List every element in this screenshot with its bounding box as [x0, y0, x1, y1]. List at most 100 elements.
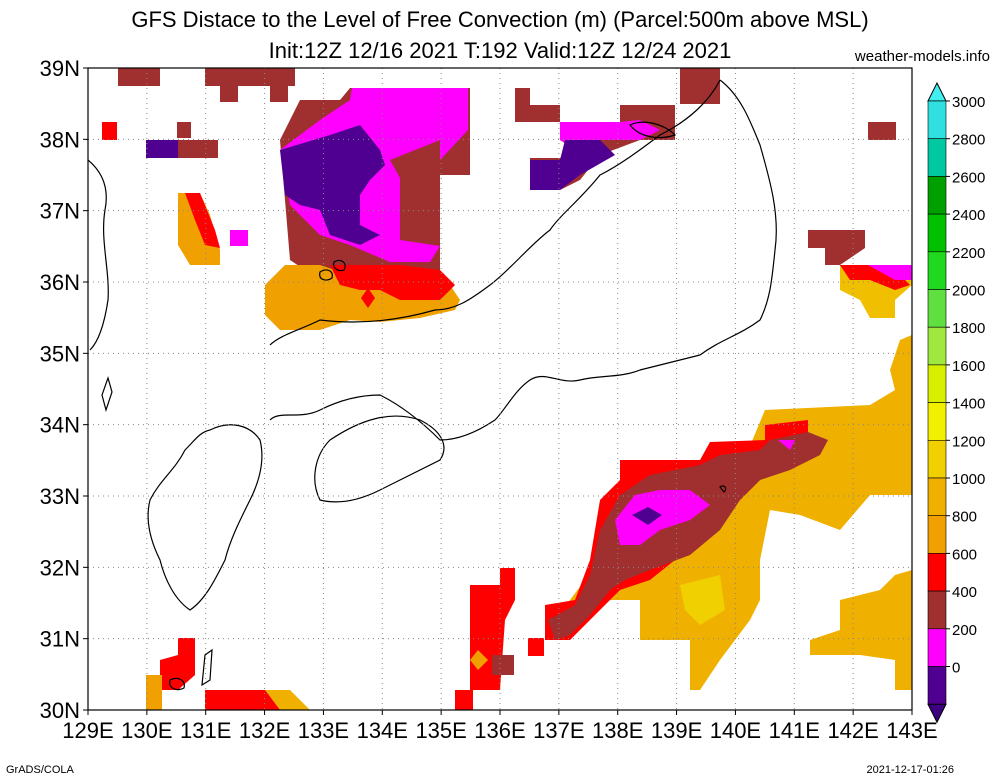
colorbar-label: 2000 — [952, 283, 985, 300]
colorbar-label: 200 — [952, 622, 977, 639]
colorbar-bottom-arrow — [927, 703, 947, 724]
lon-tick-label: 135E — [415, 718, 466, 743]
coast-honshu-south — [269, 354, 701, 441]
field-orange-sw — [146, 675, 162, 710]
field-magenta-south — [615, 490, 710, 545]
field-brown-s1 — [492, 655, 514, 675]
field-red-sw2 — [205, 690, 280, 710]
colorbar-swatch — [927, 628, 947, 667]
colorbar-swatch — [927, 100, 947, 140]
coast-yakushima — [169, 677, 185, 691]
field-brown-inner — [390, 140, 440, 178]
lat-tick-label: 34N — [40, 413, 80, 438]
colorbar-label: 0 — [952, 660, 960, 677]
field-magenta-east — [868, 265, 912, 280]
field-red-sw — [160, 638, 195, 690]
coast-kyushu — [147, 424, 263, 611]
field-red-diamond — [361, 288, 375, 308]
lat-tick-label: 36N — [40, 270, 80, 295]
field-purple-noto — [530, 140, 615, 190]
field-red-north — [330, 265, 455, 300]
lon-tick-label: 139E — [651, 718, 702, 743]
colorbar-swatch — [927, 477, 947, 517]
colorbar-label: 2800 — [952, 132, 985, 149]
field-brown-top4 — [270, 86, 288, 102]
lfc-field — [102, 68, 912, 710]
colorbar-swatch — [927, 364, 947, 403]
lat-tick-label: 32N — [40, 555, 80, 580]
map-grid — [88, 68, 912, 710]
colorbar-label: 3000 — [952, 94, 985, 111]
lon-tick-label: 133E — [298, 718, 349, 743]
field-brown-ne2 — [868, 122, 896, 140]
field-magenta-nw — [230, 230, 248, 246]
colorbar-label: 600 — [952, 546, 977, 563]
lat-tick-label: 39N — [40, 56, 80, 81]
coast-oki — [319, 269, 333, 281]
colorbar-label: 2600 — [952, 169, 985, 186]
field-purple-north — [280, 125, 385, 245]
field-purple-south — [632, 507, 662, 525]
coast-izu1 — [719, 485, 727, 493]
field-brown-east — [808, 230, 865, 265]
map-title: GFS Distace to the Level of Free Convect… — [131, 7, 869, 32]
colorbar-label: 1200 — [952, 433, 985, 450]
field-orange-se — [810, 570, 912, 690]
footer-timestamp: 2021-12-17-01:26 — [866, 764, 954, 776]
colorbar-swatch — [927, 251, 947, 290]
colorbar: 3000280026002400220020001800160014001200… — [927, 81, 985, 724]
field-orange-s1 — [470, 650, 488, 670]
footer-software: GrADS/COLA — [6, 764, 74, 776]
colorbar-label: 400 — [952, 584, 977, 601]
map-subtitle: Init:12Z 12/16 2021 T:192 Valid:12Z 12/2… — [268, 38, 732, 63]
lon-tick-label: 142E — [827, 718, 878, 743]
colorbar-swatch — [927, 590, 947, 630]
lon-tick-label: 138E — [592, 718, 643, 743]
field-brown-top — [118, 68, 160, 86]
colorbar-swatch — [927, 138, 947, 177]
lon-axis-labels: 129E 130E 131E 132E 133E 134E 135E 136E 137E 138E… — [62, 710, 938, 743]
field-brown-top3 — [220, 86, 238, 102]
colorbar-label: 1400 — [952, 396, 985, 413]
colorbar-label: 2400 — [952, 207, 985, 224]
colorbar-swatch — [927, 289, 947, 328]
lon-tick-label: 129E — [62, 718, 113, 743]
colorbar-label: 1000 — [952, 471, 985, 488]
lat-tick-label: 31N — [40, 627, 80, 652]
field-brown-nw2 — [177, 122, 191, 138]
colorbar-top-arrow — [927, 81, 947, 102]
coast-tanegashima — [201, 648, 213, 687]
coast-honshu-north — [269, 79, 721, 346]
lat-tick-label: 33N — [40, 484, 80, 509]
lat-tick-label: 30N — [40, 698, 80, 723]
lon-tick-label: 137E — [533, 718, 584, 743]
lon-tick-label: 134E — [357, 718, 408, 743]
field-purple-nw — [146, 140, 178, 158]
coast-sado — [629, 121, 677, 139]
coast-tsushima — [101, 376, 113, 413]
field-magenta-east2 — [778, 440, 795, 450]
lon-tick-label: 136E — [474, 718, 525, 743]
lat-tick-label: 35N — [40, 341, 80, 366]
coast-honshu-east — [699, 79, 777, 356]
field-yellow-spot — [680, 575, 725, 625]
lon-tick-label: 143E — [886, 718, 937, 743]
field-brown-ne — [680, 68, 720, 104]
field-red-west — [185, 193, 220, 248]
colorbar-swatch — [927, 176, 947, 215]
field-brown-south — [548, 432, 828, 640]
lat-tick-label: 38N — [40, 127, 80, 152]
coastline — [88, 79, 777, 691]
colorbar-swatch — [927, 515, 947, 554]
colorbar-swatch — [927, 326, 947, 366]
coast-shikoku — [314, 415, 445, 503]
field-red-nw — [102, 122, 117, 140]
colorbar-swatch — [927, 439, 947, 479]
colorbar-swatch — [927, 402, 947, 441]
lon-tick-label: 130E — [121, 718, 172, 743]
lon-tick-label: 132E — [239, 718, 290, 743]
coast-oki2 — [333, 259, 346, 272]
lat-axis-labels: 39N 38N 37N 36N 35N 34N 33N 32N 31N 30N — [40, 56, 88, 723]
lat-tick-label: 37N — [40, 199, 80, 224]
